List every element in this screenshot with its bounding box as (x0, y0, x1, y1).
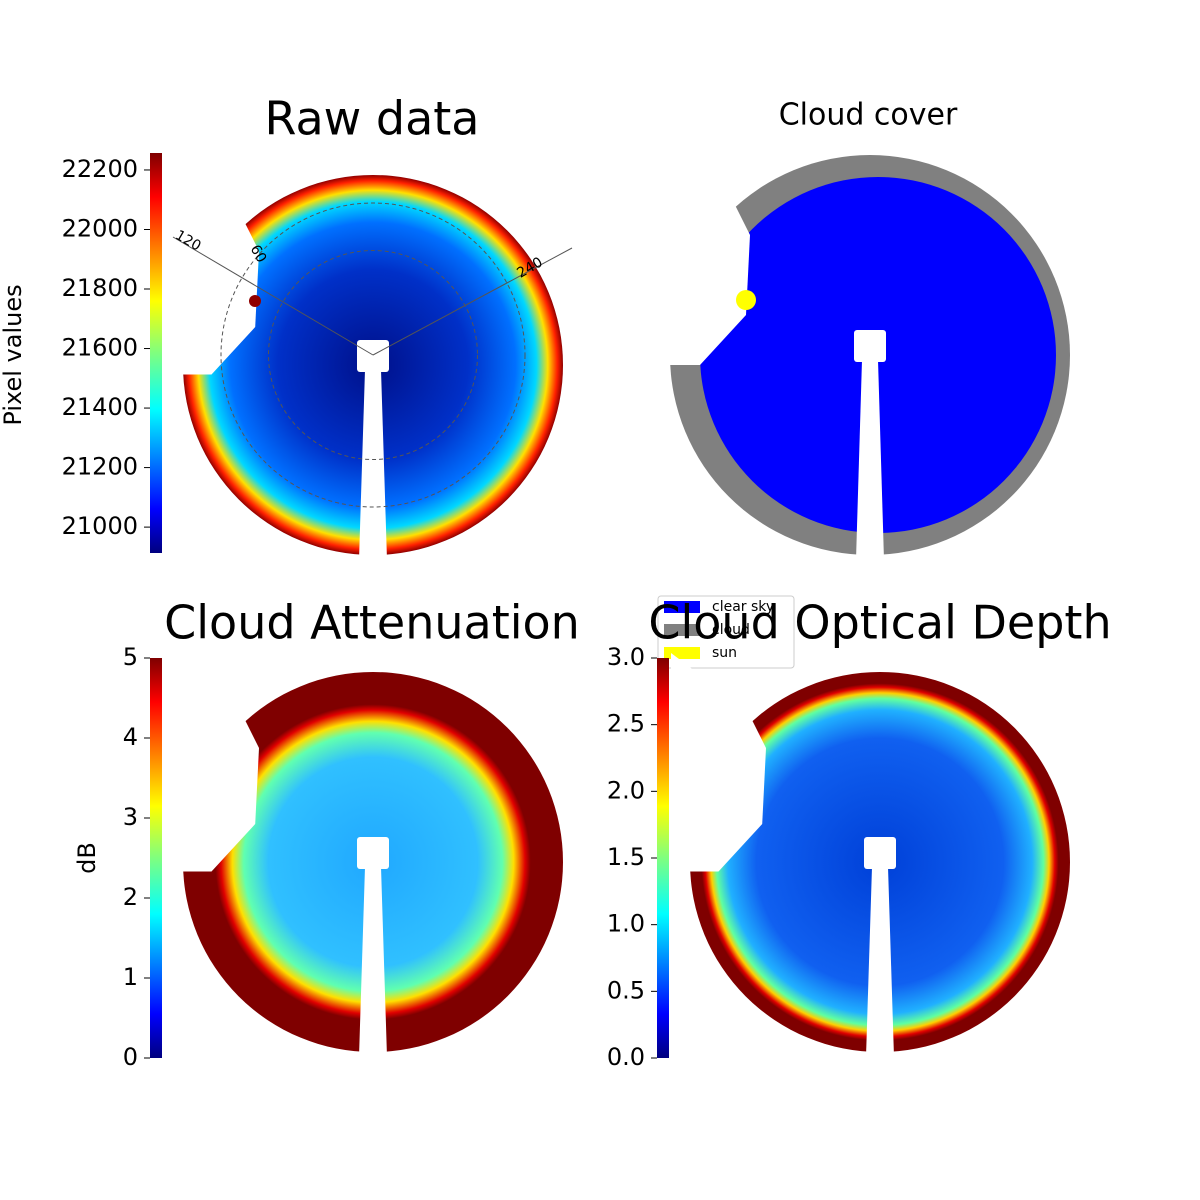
colorbar-tick-label: 2.5 (607, 710, 645, 738)
legend-swatch (664, 601, 700, 613)
legend-swatch (664, 624, 700, 636)
colorbar (150, 658, 162, 1058)
colorbar-tick-label: 4 (123, 723, 138, 751)
legend-label: cloud (712, 622, 750, 638)
panel-title: Raw data (265, 92, 480, 146)
polar-grid-circle (268, 250, 478, 460)
colorbar-tick-label: 0.0 (607, 1043, 645, 1071)
pole-mask (866, 867, 894, 1057)
polar-grid-line (172, 236, 374, 356)
colorbar (150, 153, 162, 553)
colorbar-tick-label: 1.0 (607, 910, 645, 938)
pole-mask (856, 360, 884, 560)
colorbar-tick-label: 5 (123, 643, 138, 671)
mount-mask (357, 340, 389, 372)
mask-notch (671, 653, 766, 872)
colorbar-label: dB (73, 842, 101, 874)
colorbar-tick-label: 21000 (62, 512, 138, 540)
legend-label: sun (712, 645, 737, 661)
sun-region (736, 290, 756, 310)
mount-mask (357, 837, 389, 869)
colorbar-tick-label: 22200 (62, 155, 138, 183)
mount-mask (864, 837, 896, 869)
legend: clear sky cloud sun (657, 595, 795, 669)
panel-title: Cloud Attenuation (164, 596, 580, 650)
colorbar-tick-label: 0.5 (607, 976, 645, 1004)
colorbar-tick-label: 22000 (62, 214, 138, 242)
colorbar-tick-label: 0 (123, 1043, 138, 1071)
colorbar (657, 658, 669, 1058)
colorbar-tick-label: 1.5 (607, 843, 645, 871)
polar-grid-line (372, 247, 573, 356)
panel-title: Cloud cover (779, 98, 958, 133)
mount-mask (854, 330, 886, 362)
colorbar-tick-label: 3 (123, 803, 138, 831)
colorbar-tick-label: 21200 (62, 453, 138, 481)
sun-marker (249, 295, 261, 307)
panel-title: Cloud Optical Depth (648, 596, 1111, 650)
colorbar-tick-label: 2.0 (607, 776, 645, 804)
pole-mask (359, 370, 387, 560)
mask-notch (164, 653, 259, 872)
colorbar-tick-label: 1 (123, 963, 138, 991)
pole-mask (359, 867, 387, 1057)
colorbar-tick-label: 21400 (62, 393, 138, 421)
polar-grid-circle (220, 202, 526, 508)
colorbar-label: Pixel values (0, 284, 27, 425)
colorbar-tick-label: 3.0 (607, 643, 645, 671)
polar-angle-label: 60 (247, 242, 270, 265)
colorbar-tick-label: 21800 (62, 274, 138, 302)
mask-notch (164, 156, 259, 375)
mask-notch (650, 135, 750, 365)
legend-label: clear sky (712, 599, 774, 615)
colorbar-tick-label: 21600 (62, 334, 138, 362)
colorbar-tick-label: 2 (123, 883, 138, 911)
